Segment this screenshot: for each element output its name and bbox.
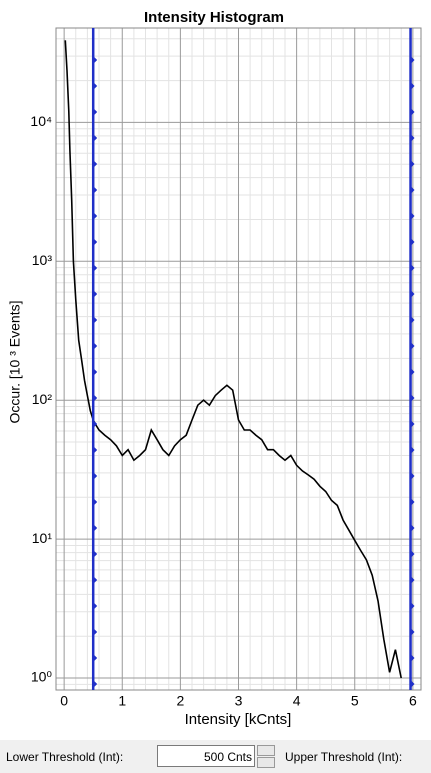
threshold-marker [94, 395, 98, 401]
threshold-marker [94, 161, 98, 167]
chart: Intensity Histogram Intensity [kCnts] Oc… [7, 9, 422, 728]
threshold-marker [94, 421, 98, 427]
x-tick-label: 3 [235, 693, 243, 709]
threshold-marker [411, 473, 415, 479]
threshold-marker [94, 187, 98, 193]
chart-title: Intensity Histogram [144, 9, 284, 26]
threshold-marker [94, 317, 98, 323]
threshold-marker [411, 681, 415, 687]
threshold-marker [94, 577, 98, 583]
y-tick-label: 10³ [32, 252, 53, 268]
threshold-marker [411, 577, 415, 583]
threshold-marker [411, 161, 415, 167]
spin-down[interactable] [257, 757, 275, 768]
x-tick-label: 5 [351, 693, 359, 709]
threshold-marker [94, 525, 98, 531]
threshold-marker [94, 135, 98, 141]
threshold-marker [94, 239, 98, 245]
x-tick-label: 4 [293, 693, 301, 709]
threshold-marker [411, 447, 415, 453]
threshold-marker [411, 135, 415, 141]
threshold-marker [411, 629, 415, 635]
threshold-marker [411, 83, 415, 89]
threshold-marker [94, 369, 98, 375]
threshold-marker [94, 473, 98, 479]
y-tick-label: 10² [32, 391, 53, 407]
threshold-marker [411, 603, 415, 609]
threshold-marker [411, 525, 415, 531]
threshold-marker [411, 57, 415, 63]
threshold-marker [411, 343, 415, 349]
threshold-marker [94, 681, 98, 687]
histogram-line [64, 40, 402, 679]
threshold-marker [411, 187, 415, 193]
threshold-marker [411, 421, 415, 427]
spin-up[interactable] [257, 745, 275, 756]
lower-threshold-label: Lower Threshold (Int): [6, 750, 124, 764]
threshold-marker [94, 57, 98, 63]
threshold-marker [411, 109, 415, 115]
x-axis-label: Intensity [kCnts] [185, 711, 292, 728]
y-tick-label: 10⁰ [31, 669, 53, 685]
y-tick-label: 10¹ [32, 530, 53, 546]
x-tick-label: 0 [60, 693, 68, 709]
threshold-marker [411, 265, 415, 271]
threshold-marker [94, 551, 98, 557]
x-tick-label: 1 [118, 693, 126, 709]
threshold-marker [411, 239, 415, 245]
threshold-marker [94, 343, 98, 349]
threshold-marker [94, 447, 98, 453]
upper-threshold-label: Upper Threshold (Int): [285, 750, 403, 764]
threshold-marker [411, 291, 415, 297]
threshold-marker [411, 317, 415, 323]
threshold-marker [411, 499, 415, 505]
threshold-marker [411, 395, 415, 401]
threshold-marker [94, 83, 98, 89]
x-tick-label: 6 [409, 693, 417, 709]
threshold-panel: Lower Threshold (Int): 500 Cnts Upper Th… [0, 740, 431, 773]
threshold-marker [411, 369, 415, 375]
threshold-marker [411, 213, 415, 219]
threshold-marker [411, 551, 415, 557]
y-axis-label: Occur. [10 ³ Events] [7, 301, 23, 424]
y-tick-label: 10⁴ [30, 113, 52, 129]
x-tick-label: 2 [176, 693, 184, 709]
threshold-marker [94, 265, 98, 271]
threshold-marker [94, 499, 98, 505]
threshold-marker [94, 213, 98, 219]
threshold-marker [94, 603, 98, 609]
threshold-marker [411, 655, 415, 661]
threshold-marker [94, 291, 98, 297]
threshold-marker [94, 109, 98, 115]
threshold-marker [94, 629, 98, 635]
threshold-marker [94, 655, 98, 661]
plot-frame [55, 27, 422, 691]
lower-threshold-input[interactable]: 500 Cnts [157, 745, 255, 767]
